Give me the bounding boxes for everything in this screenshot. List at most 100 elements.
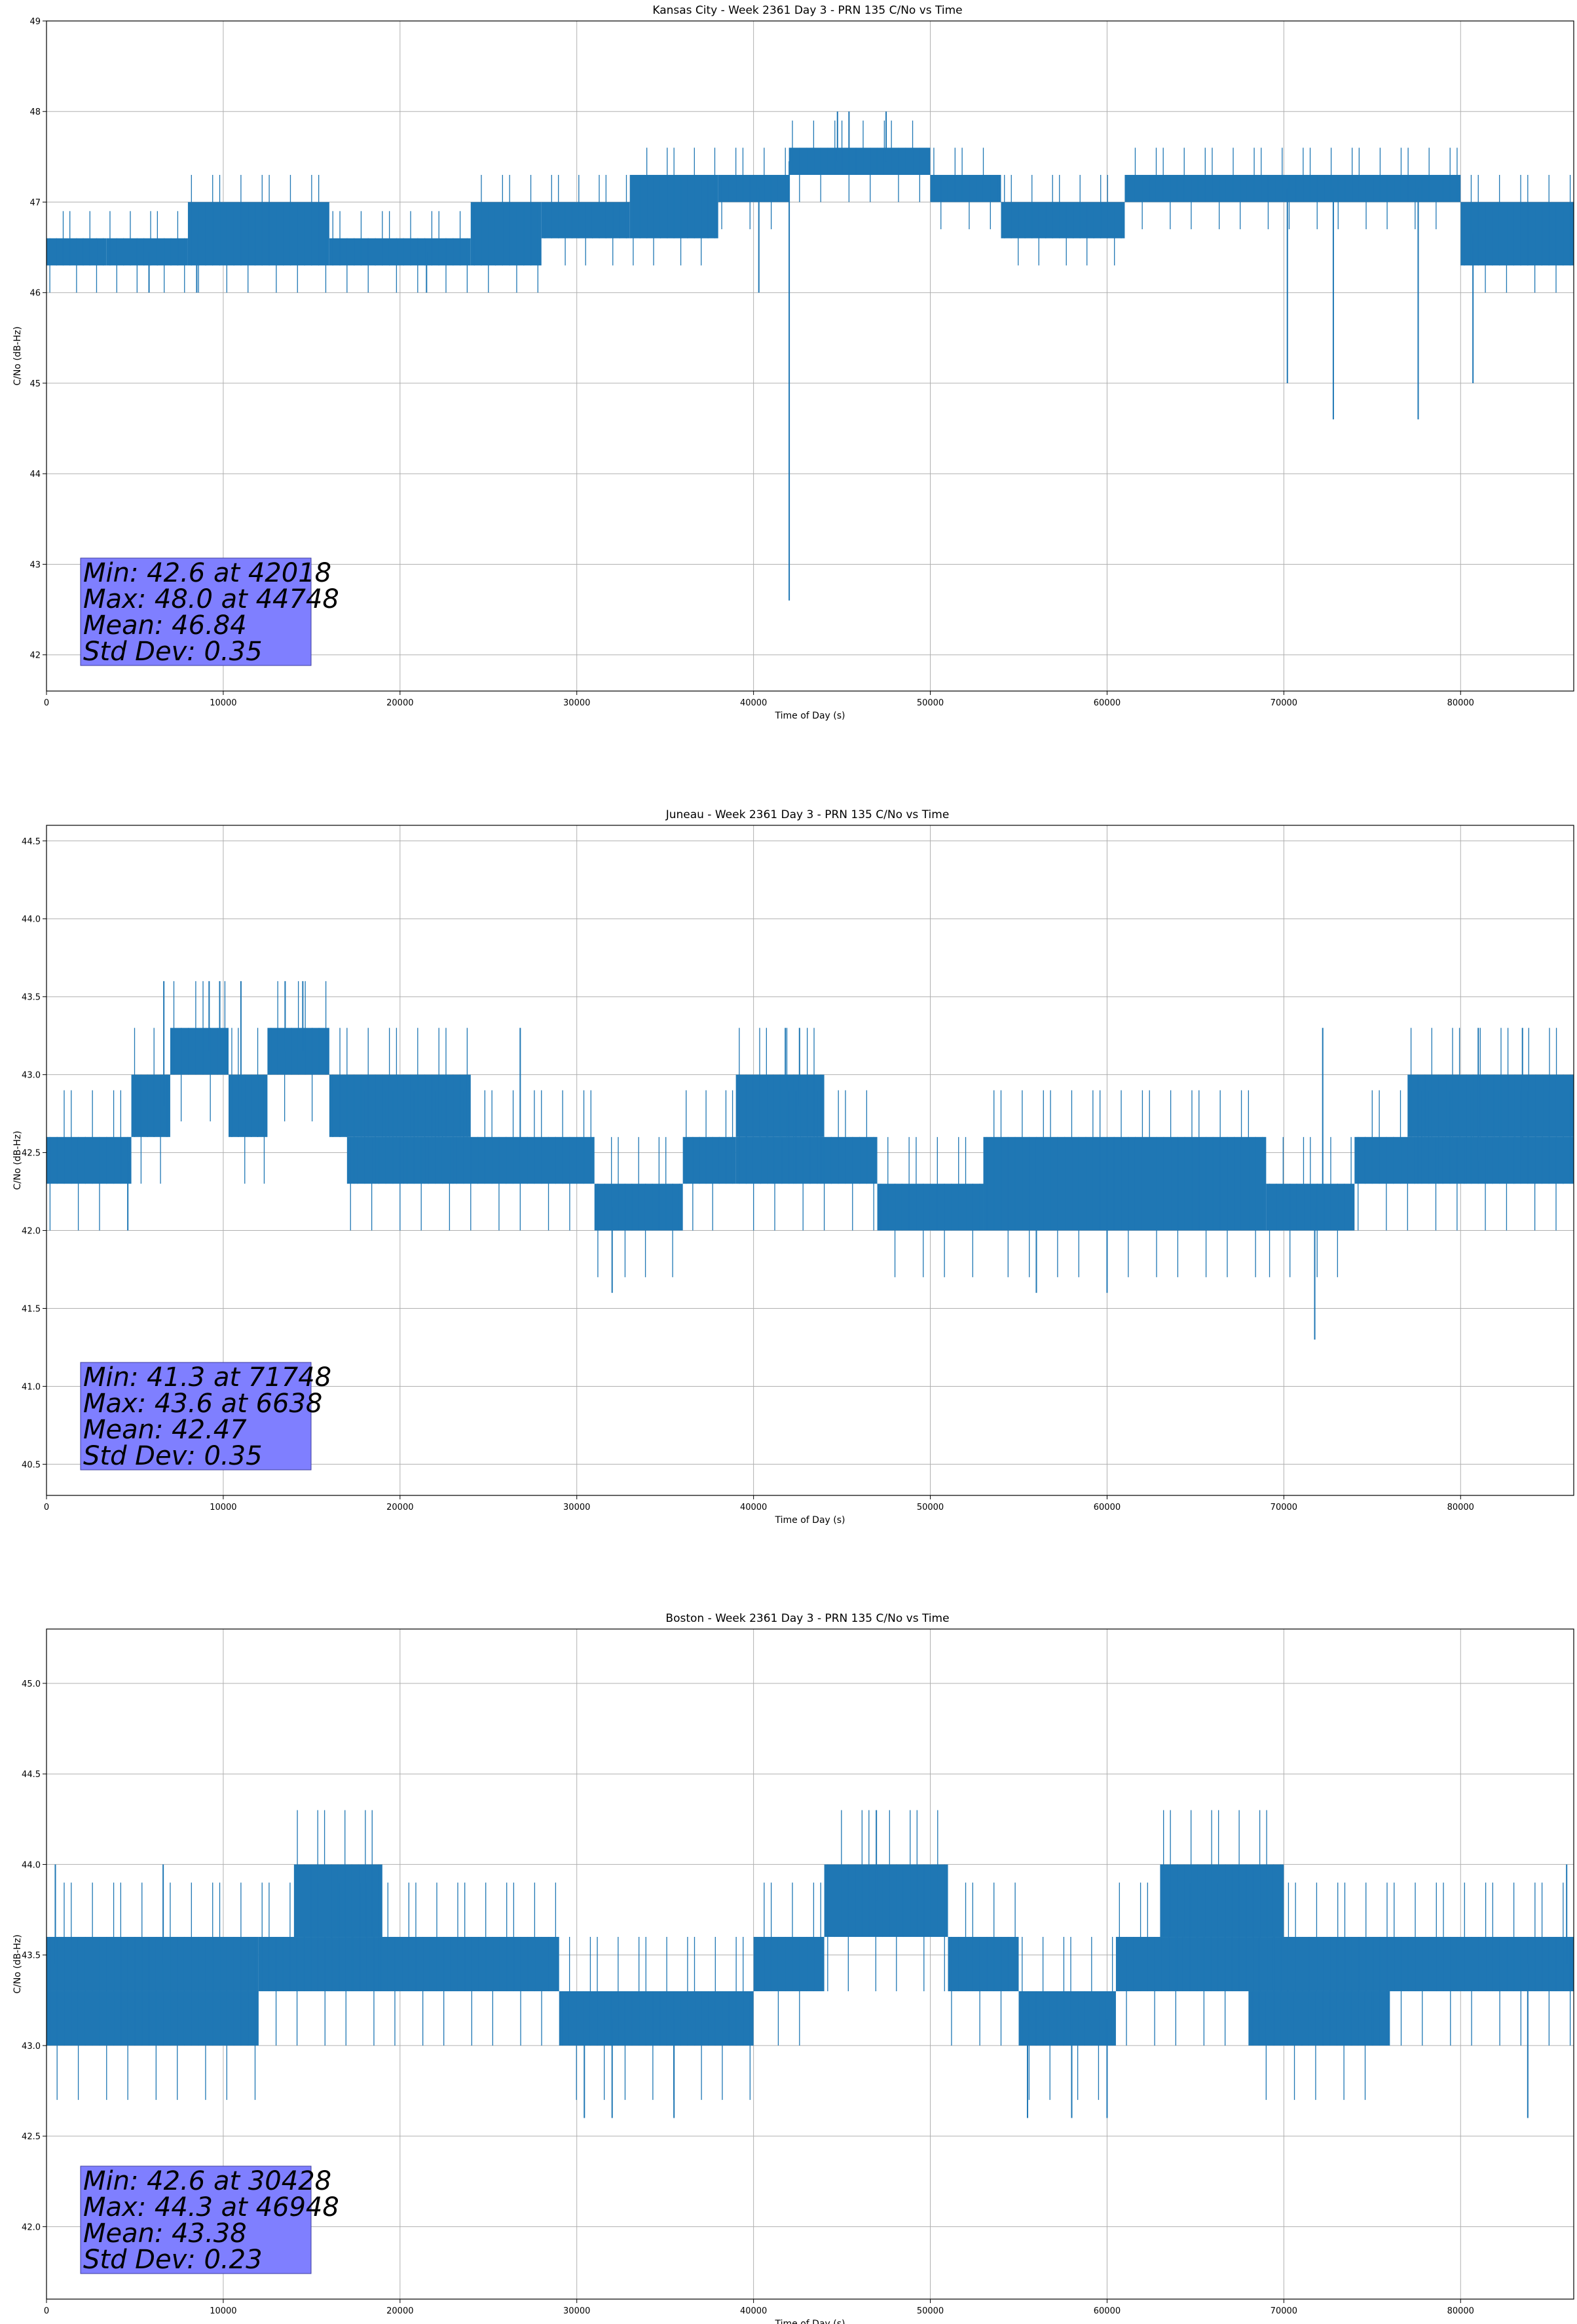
x-axis-label: Time of Day (s) [775,2319,845,2324]
x-tick-label: 0 [44,2306,49,2316]
juneau-panel: Juneau - Week 2361 Day 3 - PRN 135 C/No … [12,808,1574,1526]
y-tick-label: 47 [29,198,41,208]
stats-box: Min: 41.3 at 71748 Max: 43.6 at 6638 Mea… [80,1362,331,1471]
y-tick-label: 43.5 [22,993,41,1003]
cno-band [46,1136,132,1184]
x-tick-label: 10000 [210,2306,236,2316]
x-tick-label: 30000 [563,2306,590,2316]
cno-band [329,238,471,266]
x-tick-label: 0 [44,698,49,708]
x-ticks: 0 10000 20000 30000 40000 50000 60000 70… [44,691,1474,708]
cno-band [824,1864,948,1938]
y-tick-label: 45 [29,379,41,389]
stats-box-background [80,2165,312,2274]
cno-band [329,1074,471,1137]
kansas-city-panel: Kansas City - Week 2361 Day 3 - PRN 135 … [12,4,1574,721]
x-ticks: 0 10000 20000 30000 40000 50000 60000 70… [44,1495,1474,1512]
y-tick-label: 49 [29,17,41,27]
cno-band [559,1991,754,2046]
y-tick-label: 44.5 [22,1770,41,1780]
x-tick-label: 60000 [1094,2306,1121,2316]
cno-band [1407,1074,1574,1137]
y-tick-label: 41.5 [22,1305,41,1315]
cno-band [1001,202,1125,238]
y-tick-label: 45.0 [22,1679,41,1689]
x-tick-label: 50000 [917,2306,944,2316]
cno-band [682,1136,736,1184]
y-axis-label: C/No (dB-Hz) [12,326,23,385]
y-tick-label: 48 [29,107,41,117]
x-tick-label: 0 [44,1503,49,1512]
y-tick-label: 44 [29,470,41,479]
cno-band [187,202,329,266]
x-tick-label: 50000 [917,698,944,708]
y-tick-label: 43.0 [22,2042,41,2052]
plot-frame [46,20,1574,692]
stats-box: Min: 42.6 at 42018 Max: 48.0 at 44748 Me… [80,557,339,667]
stats-min: Min: 42.6 at 30428 [83,2166,331,2196]
stats-box-background [80,1362,312,1471]
cno-band [46,1937,259,1991]
stats-box: Min: 42.6 at 30428 Max: 44.3 at 46948 Me… [80,2165,339,2275]
x-tick-label: 60000 [1094,698,1121,708]
x-tick-label: 40000 [740,2306,767,2316]
y-tick-label: 44.0 [22,1860,41,1870]
y-tick-label: 46 [29,289,41,299]
stats-max: Max: 44.3 at 46948 [83,2192,339,2222]
y-tick-label: 44.5 [22,837,41,847]
cno-series [46,981,1574,1340]
x-tick-label: 70000 [1271,1503,1297,1512]
stats-std-dev: Std Dev: 0.23 [83,2245,263,2275]
cno-band [46,1991,259,2046]
y-tick-label: 43 [29,560,41,570]
cno-band [1460,202,1574,266]
y-tick-label: 42.5 [22,2132,41,2142]
x-tick-label: 60000 [1094,1503,1121,1512]
x-tick-label: 70000 [1271,698,1297,708]
x-tick-label: 20000 [386,2306,413,2316]
y-tick-label: 43.5 [22,1951,41,1961]
x-tick-label: 40000 [740,698,767,708]
y-tick-label: 42 [29,651,41,661]
cno-band [930,175,1001,202]
y-ticks: 42.0 42.5 43.0 43.5 44.0 44.5 45.0 [22,1679,46,2232]
stats-min: Min: 41.3 at 71748 [83,1362,331,1393]
cno-band [470,202,542,266]
x-tick-label: 10000 [210,698,236,708]
cno-band [1124,175,1461,202]
x-ticks: 0 10000 20000 30000 40000 50000 60000 70… [44,2299,1474,2316]
cno-band [753,1937,825,1991]
x-tick-label: 80000 [1447,1503,1474,1512]
y-tick-label: 42.0 [22,2222,41,2232]
x-tick-label: 70000 [1271,2306,1297,2316]
cno-band [1018,1991,1116,2046]
stats-min: Min: 42.6 at 42018 [83,558,331,588]
cno-series [46,1810,1574,2118]
stats-mean: Mean: 43.38 [83,2219,247,2249]
x-tick-label: 10000 [210,1503,236,1512]
x-tick-label: 50000 [917,1503,944,1512]
x-tick-label: 80000 [1447,2306,1474,2316]
cno-band [948,1937,1019,1991]
stats-mean: Mean: 46.84 [83,610,247,641]
chart-title: Juneau - Week 2361 Day 3 - PRN 135 C/No … [665,808,950,821]
x-tick-label: 20000 [386,1503,413,1512]
x-tick-label: 40000 [740,1503,767,1512]
cno-band [229,1074,268,1137]
stats-std-dev: Std Dev: 0.35 [83,637,263,667]
boston-panel: Boston - Week 2361 Day 3 - PRN 135 C/No … [12,1612,1574,2324]
x-tick-label: 80000 [1447,698,1474,708]
cno-band [735,1136,878,1184]
y-ticks: 40.5 41.0 41.5 42.0 42.5 43.0 43.5 44.0 … [22,837,46,1470]
stats-mean: Mean: 42.47 [83,1415,247,1445]
chart-title: Boston - Week 2361 Day 3 - PRN 135 C/No … [665,1612,949,1625]
chart-title: Kansas City - Week 2361 Day 3 - PRN 135 … [652,4,962,17]
stats-std-dev: Std Dev: 0.35 [83,1441,263,1471]
cno-band [1160,1864,1284,1938]
cno-band [788,147,931,176]
y-ticks: 42 43 44 45 46 47 48 49 [29,17,46,661]
cno-band [983,1136,1267,1231]
x-axis-label: Time of Day (s) [775,711,845,721]
stats-max: Max: 43.6 at 6638 [83,1389,322,1419]
